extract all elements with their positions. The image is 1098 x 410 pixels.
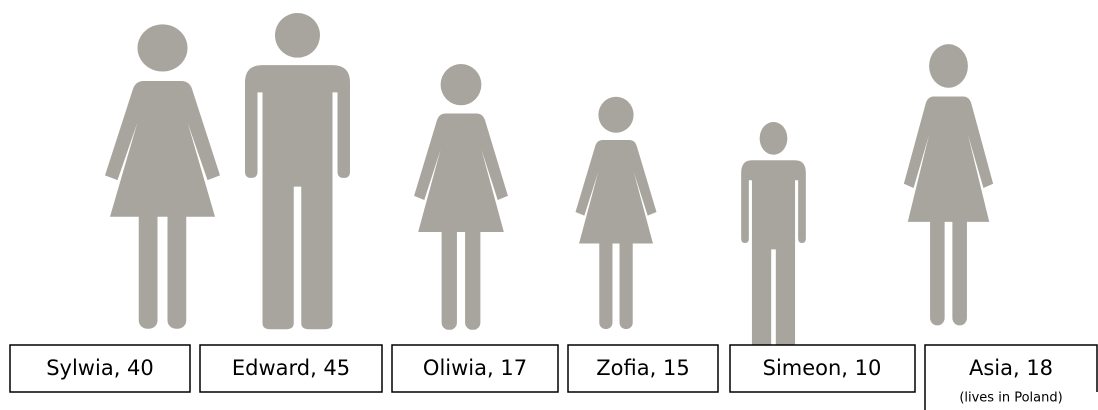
woman-figure	[414, 64, 508, 330]
person-label: Zofia, 15	[596, 356, 689, 380]
person-label: Oliwia, 17	[423, 356, 527, 380]
person-note: (lives in Poland)	[959, 391, 1062, 406]
label-box	[391, 344, 559, 393]
label-box	[567, 344, 719, 393]
person-label: Asia, 18	[969, 356, 1053, 380]
woman-figure	[105, 24, 220, 329]
label-box	[199, 344, 383, 393]
girl-figure	[575, 96, 657, 329]
label-box	[729, 344, 916, 393]
boy-figure	[741, 122, 806, 355]
label-box	[9, 344, 191, 393]
person-label: Edward, 45	[232, 356, 350, 380]
person-label: Simeon, 10	[763, 356, 882, 380]
man-figure	[245, 13, 350, 330]
woman-figure	[903, 44, 994, 326]
person-label: Sylwia, 40	[46, 356, 154, 380]
label-box	[924, 344, 1098, 410]
